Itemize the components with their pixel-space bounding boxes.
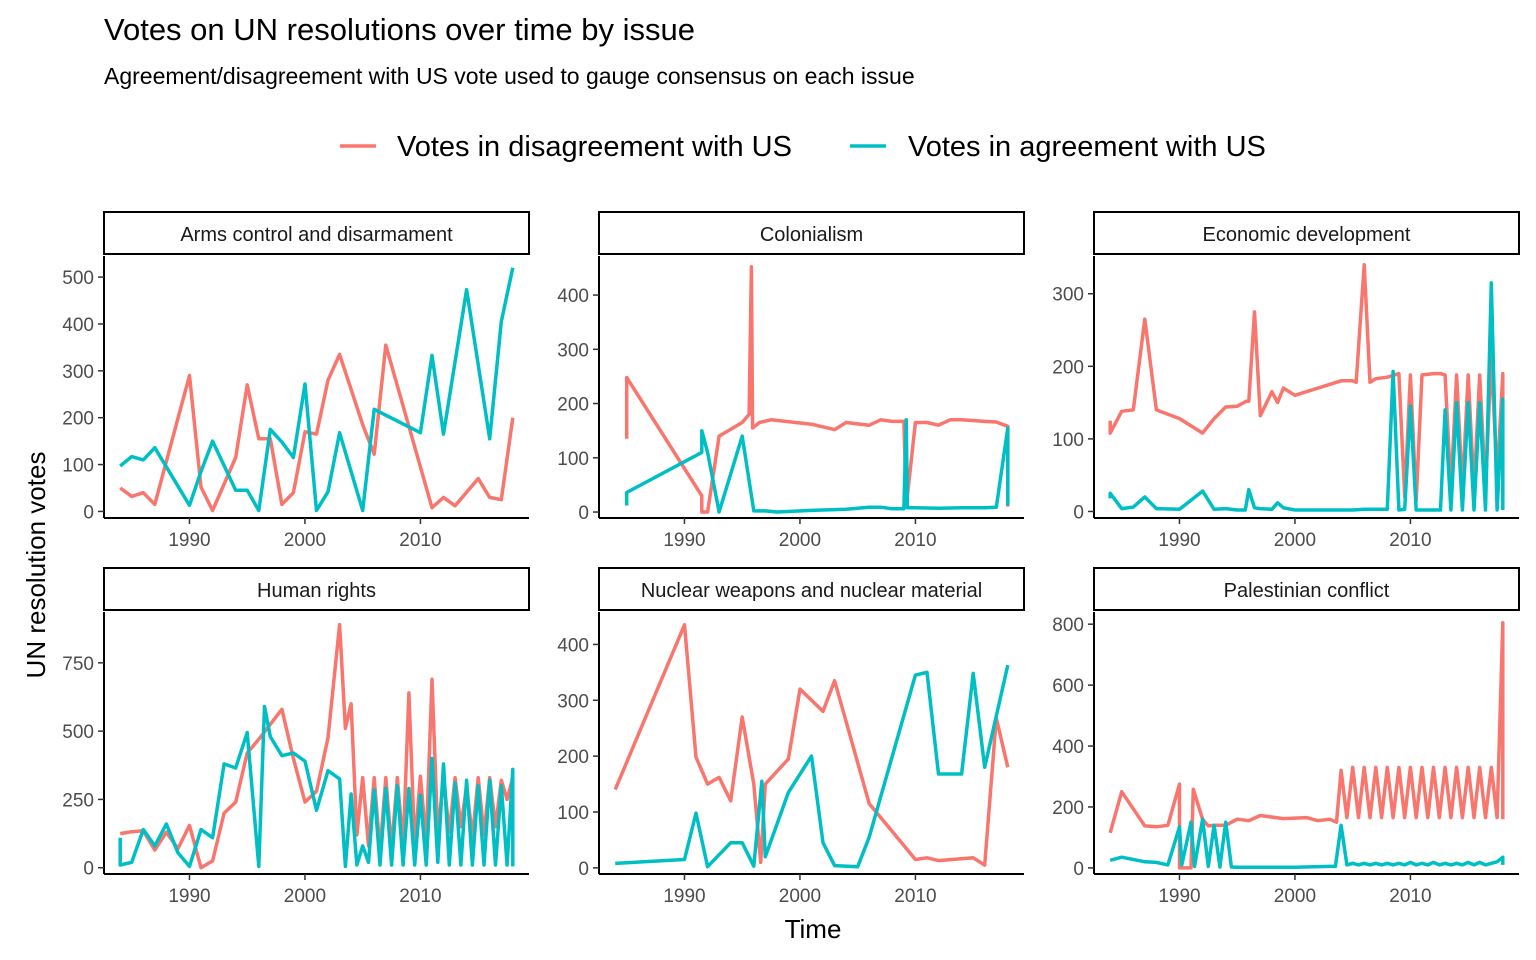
x-tick-label: 2000 <box>284 886 326 907</box>
y-axis-title: UN resolution votes <box>21 452 51 679</box>
x-axis-title: Time <box>785 914 842 944</box>
y-tick-label: 300 <box>557 691 589 712</box>
x-tick-label: 1990 <box>168 886 210 907</box>
x-tick-label: 2000 <box>284 530 326 551</box>
strip-box <box>598 211 1025 255</box>
y-tick-label: 500 <box>62 268 94 289</box>
y-tick-label: 0 <box>578 503 589 524</box>
y-tick-label: 200 <box>557 395 589 416</box>
x-tick-label: 2010 <box>894 886 936 907</box>
strip-label: Economic development <box>1203 224 1411 246</box>
x-tick-label: 1990 <box>168 530 210 551</box>
facet-panels: Arms control and disarmament 0 100 200 300 40… <box>62 211 1520 907</box>
legend-label-disagreement: Votes in disagreement with US <box>397 131 792 163</box>
y-tick-label: 800 <box>1052 615 1084 636</box>
series-line-disagreement <box>119 622 515 870</box>
series-line-disagreement <box>624 265 1010 514</box>
x-tick-label: 1990 <box>663 886 705 907</box>
y-tick-label: 0 <box>83 502 94 523</box>
y-tick-label: 200 <box>62 409 94 430</box>
series-line-agreement <box>1109 817 1505 870</box>
x-tick-label: 2000 <box>1274 530 1316 551</box>
y-tick-label: 500 <box>62 722 94 743</box>
y-tick-label: 400 <box>557 286 589 307</box>
y-tick-label: 200 <box>557 747 589 768</box>
x-tick-label: 2010 <box>399 886 441 907</box>
y-tick-label: 0 <box>1073 502 1084 523</box>
strip-label: Colonialism <box>760 224 863 246</box>
y-tick-label: 600 <box>1052 676 1084 697</box>
strip-box <box>1093 211 1520 255</box>
panel-palestinian-conflict: Palestinian conflict 0 200 400 600 800 1990 200… <box>1052 567 1520 907</box>
panel-economic-development: Economic development 0 100 200 300 1990 2000 20… <box>1052 211 1520 551</box>
y-tick-label: 400 <box>1052 737 1084 758</box>
y-tick-label: 200 <box>1052 798 1084 819</box>
strip-label: Human rights <box>257 580 376 602</box>
x-tick-label: 2010 <box>1389 886 1431 907</box>
strip-box <box>1093 567 1520 611</box>
legend: Votes in disagreement with US Votes in a… <box>340 131 1266 163</box>
panel-arms-control-and-disarmament: Arms control and disarmament 0 100 200 300 40… <box>62 211 530 551</box>
series-line-agreement <box>119 267 515 513</box>
series-line-disagreement <box>1108 620 1505 870</box>
x-tick-label: 1990 <box>1158 530 1200 551</box>
x-tick-label: 2000 <box>779 530 821 551</box>
series-line-disagreement <box>119 343 515 513</box>
y-tick-label: 200 <box>1052 357 1084 378</box>
series-line-agreement <box>615 664 1010 869</box>
y-tick-label: 750 <box>62 654 94 675</box>
panel-nuclear-weapons-and-nuclear-material: Nuclear weapons and nuclear material 0 100… <box>557 567 1025 907</box>
x-tick-label: 2000 <box>1274 886 1316 907</box>
legend-label-agreement: Votes in agreement with US <box>908 131 1266 163</box>
y-tick-label: 100 <box>1052 430 1084 451</box>
panel-human-rights: Human rights 0 250 500 750 1990 2000 2010 <box>62 567 530 907</box>
x-tick-label: 1990 <box>1158 886 1200 907</box>
strip-label: Nuclear weapons and nuclear material <box>641 580 982 602</box>
y-tick-label: 400 <box>62 315 94 336</box>
strip-box <box>598 567 1025 611</box>
series-line-agreement <box>118 704 515 869</box>
y-tick-label: 400 <box>557 635 589 656</box>
y-tick-label: 300 <box>62 362 94 383</box>
y-tick-label: 300 <box>557 340 589 361</box>
series-line-agreement <box>624 418 1010 514</box>
strip-label: Palestinian conflict <box>1224 580 1390 602</box>
y-tick-label: 300 <box>1052 285 1084 306</box>
x-tick-label: 2000 <box>779 886 821 907</box>
y-tick-label: 100 <box>557 449 589 470</box>
x-tick-label: 2010 <box>1389 530 1431 551</box>
series-line-agreement <box>1108 281 1505 512</box>
chart-subtitle: Agreement/disagreement with US vote used… <box>104 63 915 89</box>
series-line-disagreement <box>613 623 1010 867</box>
y-tick-label: 0 <box>1073 859 1084 880</box>
y-tick-label: 100 <box>557 803 589 824</box>
x-tick-label: 2010 <box>399 530 441 551</box>
strip-label: Arms control and disarmament <box>180 224 453 246</box>
y-tick-label: 100 <box>62 456 94 477</box>
strip-box <box>103 567 530 611</box>
x-tick-label: 2010 <box>894 530 936 551</box>
x-tick-label: 1990 <box>663 530 705 551</box>
y-tick-label: 250 <box>62 790 94 811</box>
panel-colonialism: Colonialism 0 100 200 300 400 1990 2000 2010 <box>557 211 1025 551</box>
strip-box <box>103 211 530 255</box>
y-tick-label: 0 <box>578 859 589 880</box>
chart-title: Votes on UN resolutions over time by iss… <box>104 12 695 47</box>
y-tick-label: 0 <box>83 859 94 880</box>
